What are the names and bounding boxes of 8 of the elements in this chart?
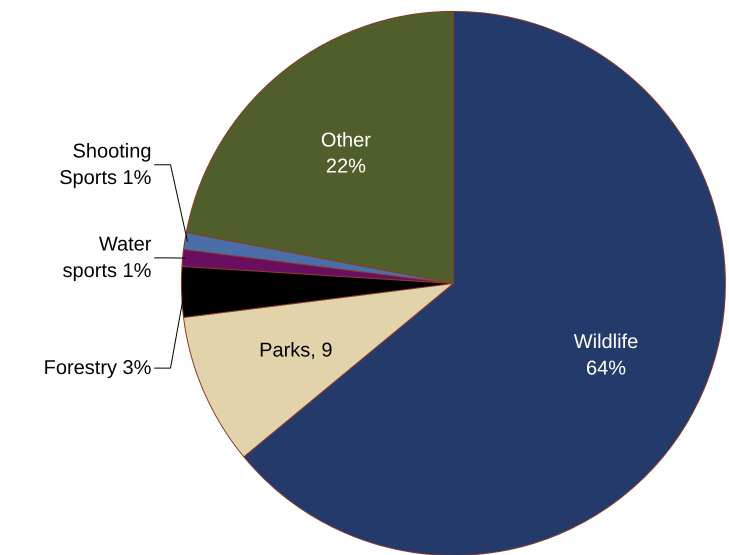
data-label: 22% [326, 156, 366, 178]
slice-label: Other [320, 129, 372, 152]
slice-label: Water sports 1% [62, 234, 152, 282]
data-label: 64% [586, 357, 626, 380]
slice-label: Forestry 3% [44, 357, 152, 380]
slice-label: Parks, 9 [259, 339, 333, 362]
slice-label: Wildlife [574, 331, 638, 354]
slice-label: Shooting Sports 1% [59, 140, 152, 189]
